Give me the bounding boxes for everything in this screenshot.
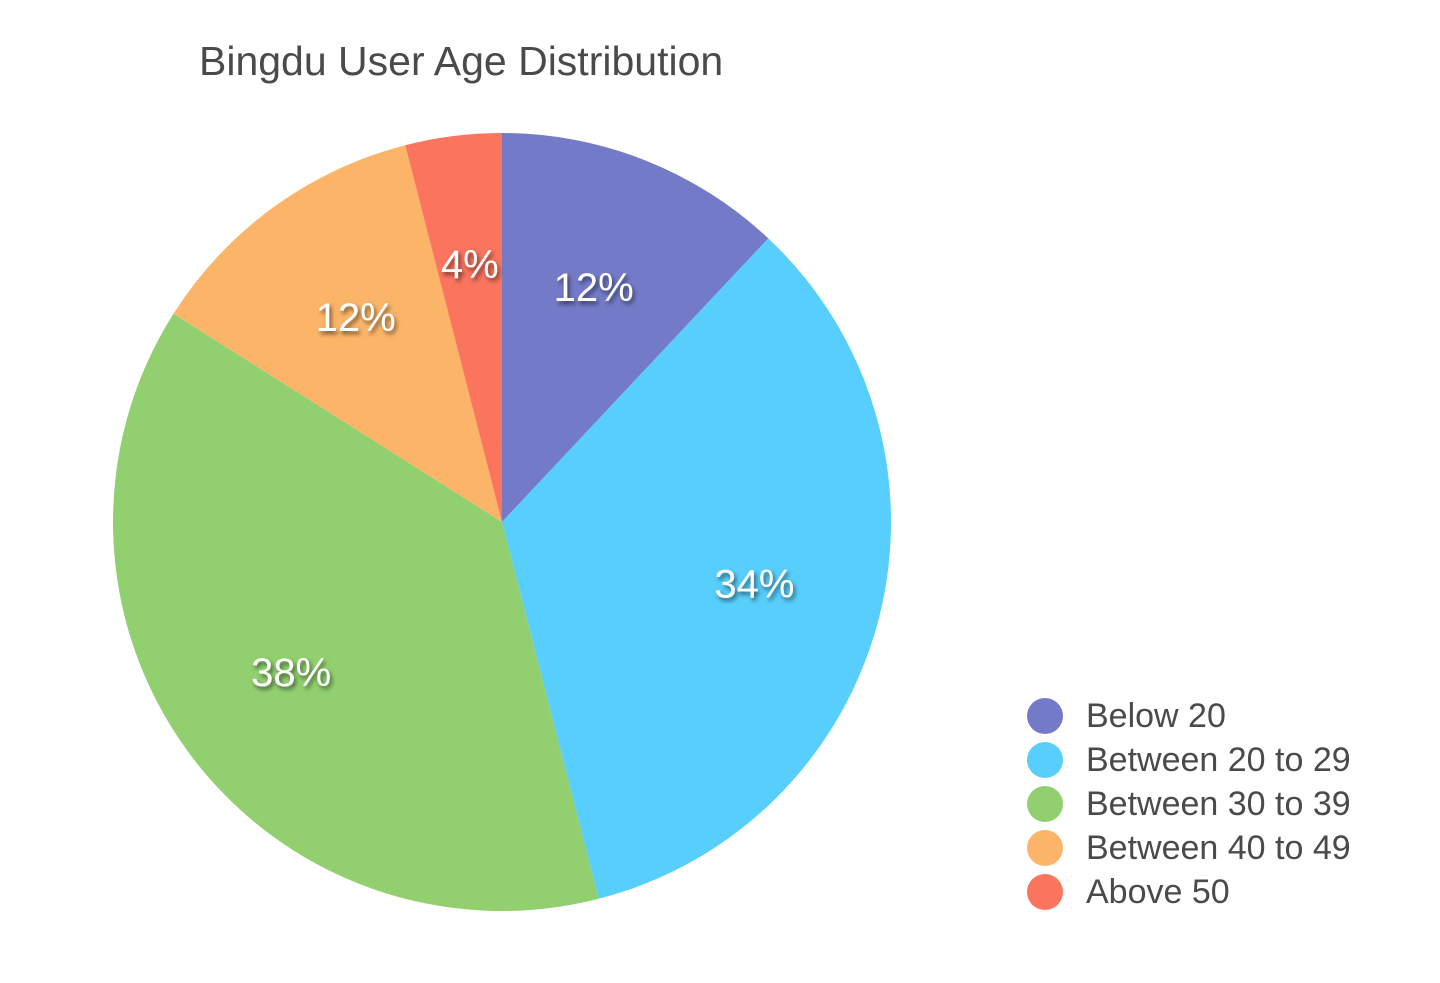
slice-label-40-to-49: 12%: [316, 296, 396, 340]
slice-label-20-to-29: 34%: [714, 562, 794, 606]
legend: Below 20 Between 20 to 29 Between 30 to …: [1027, 694, 1351, 914]
chart-title: Bingdu User Age Distribution: [199, 38, 724, 84]
pie-slice-labels: 12% 34% 38% 12% 4%: [251, 243, 794, 695]
legend-item-40-to-49: Between 40 to 49: [1027, 826, 1351, 870]
legend-item-20-to-29: Between 20 to 29: [1027, 738, 1351, 782]
slice-label-below-20: 12%: [554, 266, 634, 310]
legend-item-below-20: Below 20: [1027, 694, 1351, 738]
legend-swatch-icon: [1027, 698, 1063, 734]
legend-swatch-icon: [1027, 786, 1063, 822]
pie-slices: [113, 133, 892, 912]
legend-item-30-to-39: Between 30 to 39: [1027, 782, 1351, 826]
pie-slice-30-to-39: [113, 313, 599, 912]
legend-label: Between 20 to 29: [1086, 740, 1351, 779]
legend-label: Below 20: [1086, 696, 1226, 735]
legend-swatch-icon: [1027, 830, 1063, 866]
pie-slice-20-to-29: [502, 238, 892, 899]
legend-item-above-50: Above 50: [1027, 870, 1351, 914]
legend-label: Above 50: [1086, 872, 1230, 911]
pie-slice-above-50: [405, 133, 502, 522]
legend-swatch-icon: [1027, 874, 1063, 910]
legend-label: Between 40 to 49: [1086, 828, 1351, 867]
pie-slice-below-20: [502, 133, 769, 522]
slice-label-above-50: 4%: [441, 243, 499, 287]
legend-label: Between 30 to 39: [1086, 784, 1351, 823]
slice-label-30-to-39: 38%: [251, 651, 331, 695]
legend-swatch-icon: [1027, 742, 1063, 778]
pie-slice-40-to-49: [173, 145, 502, 523]
